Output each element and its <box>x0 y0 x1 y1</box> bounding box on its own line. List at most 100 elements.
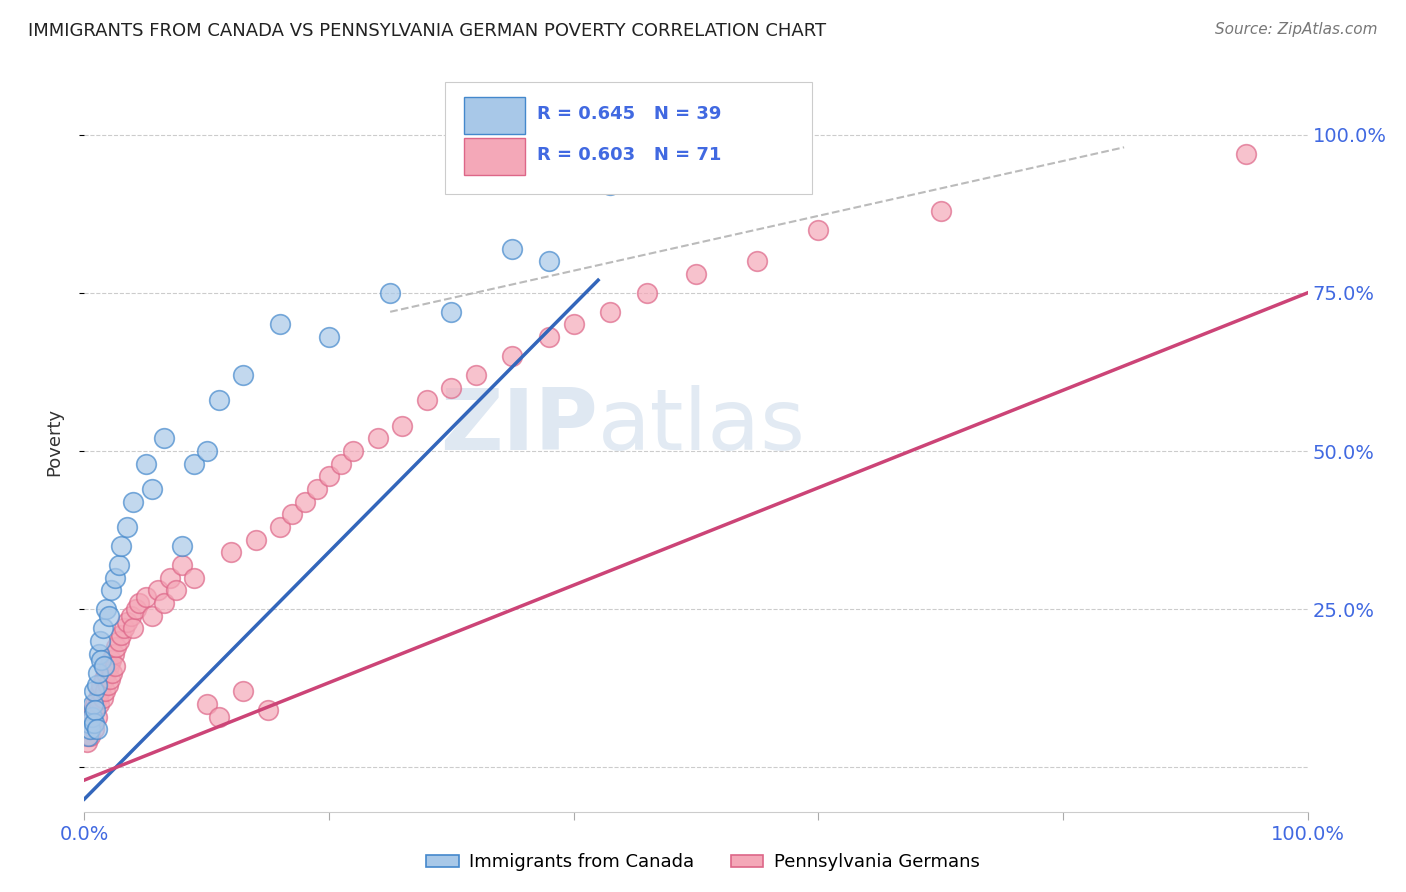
Point <box>502 349 524 363</box>
Point <box>83 684 105 698</box>
Point <box>294 494 316 508</box>
Point <box>122 494 145 508</box>
Point <box>636 285 658 300</box>
Point <box>96 602 118 616</box>
Point <box>120 608 142 623</box>
Point <box>257 703 280 717</box>
Point <box>79 723 101 737</box>
Point <box>208 393 231 408</box>
Point <box>75 729 97 743</box>
Point <box>562 318 585 332</box>
Point <box>86 678 108 692</box>
Point <box>87 690 110 705</box>
Point <box>89 633 111 648</box>
Point <box>208 710 231 724</box>
Point <box>105 640 128 655</box>
Point <box>87 647 110 661</box>
Point <box>172 558 194 572</box>
Point <box>115 520 138 534</box>
Point <box>98 672 121 686</box>
Point <box>391 418 413 433</box>
Point <box>183 571 205 585</box>
Point <box>135 457 157 471</box>
Point <box>103 647 125 661</box>
Point <box>599 305 621 319</box>
Point <box>219 545 242 559</box>
Point <box>153 596 176 610</box>
Point <box>195 697 218 711</box>
Point <box>77 716 100 731</box>
Text: Source: ZipAtlas.com: Source: ZipAtlas.com <box>1215 22 1378 37</box>
Point <box>86 723 108 737</box>
Text: ZIP: ZIP <box>440 385 598 468</box>
Point <box>79 729 101 743</box>
Point <box>96 665 118 680</box>
Point <box>269 318 291 332</box>
Point <box>172 539 194 553</box>
Y-axis label: Poverty: Poverty <box>45 408 63 475</box>
Point <box>929 203 952 218</box>
Point <box>104 659 127 673</box>
Point <box>122 621 145 635</box>
FancyBboxPatch shape <box>446 82 813 194</box>
Point <box>232 684 254 698</box>
Point <box>330 457 353 471</box>
Point <box>91 690 114 705</box>
Point <box>86 710 108 724</box>
Point <box>104 571 127 585</box>
Point <box>76 735 98 749</box>
Point <box>80 710 103 724</box>
Point <box>112 621 135 635</box>
Point <box>183 457 205 471</box>
Point <box>77 723 100 737</box>
Point <box>91 621 114 635</box>
Point <box>77 729 100 743</box>
Point <box>100 583 122 598</box>
Point <box>141 482 163 496</box>
Point <box>93 659 115 673</box>
Point <box>77 716 100 731</box>
Text: IMMIGRANTS FROM CANADA VS PENNSYLVANIA GERMAN POVERTY CORRELATION CHART: IMMIGRANTS FROM CANADA VS PENNSYLVANIA G… <box>28 22 827 40</box>
Point <box>318 469 340 483</box>
Point <box>87 697 110 711</box>
Legend: Immigrants from Canada, Pennsylvania Germans: Immigrants from Canada, Pennsylvania Ger… <box>419 847 987 879</box>
Point <box>269 520 291 534</box>
Point <box>110 539 132 553</box>
Point <box>110 627 132 641</box>
Point <box>146 583 169 598</box>
Point <box>159 571 181 585</box>
Point <box>135 590 157 604</box>
Point <box>128 596 150 610</box>
Point <box>747 254 769 268</box>
Point <box>195 444 218 458</box>
Text: atlas: atlas <box>598 385 806 468</box>
Text: R = 0.603   N = 71: R = 0.603 N = 71 <box>537 146 721 164</box>
Point <box>318 330 340 344</box>
Point <box>97 678 120 692</box>
Point <box>281 508 304 522</box>
Point <box>97 608 120 623</box>
Point <box>93 672 115 686</box>
Point <box>107 558 129 572</box>
Point <box>80 716 103 731</box>
Point <box>107 633 129 648</box>
Point <box>807 222 830 236</box>
FancyBboxPatch shape <box>464 138 524 175</box>
Point <box>83 723 105 737</box>
Point <box>1236 146 1258 161</box>
Point <box>101 665 124 680</box>
Point <box>685 267 707 281</box>
Point <box>464 368 486 383</box>
Point <box>232 368 254 383</box>
Point <box>82 703 104 717</box>
Point <box>90 678 112 692</box>
Point <box>599 178 621 193</box>
Point <box>125 602 148 616</box>
Point <box>90 653 112 667</box>
Point <box>87 665 110 680</box>
Point <box>83 716 105 731</box>
Point <box>165 583 187 598</box>
Point <box>502 242 524 256</box>
Text: R = 0.645   N = 39: R = 0.645 N = 39 <box>537 104 721 122</box>
Point <box>100 653 122 667</box>
